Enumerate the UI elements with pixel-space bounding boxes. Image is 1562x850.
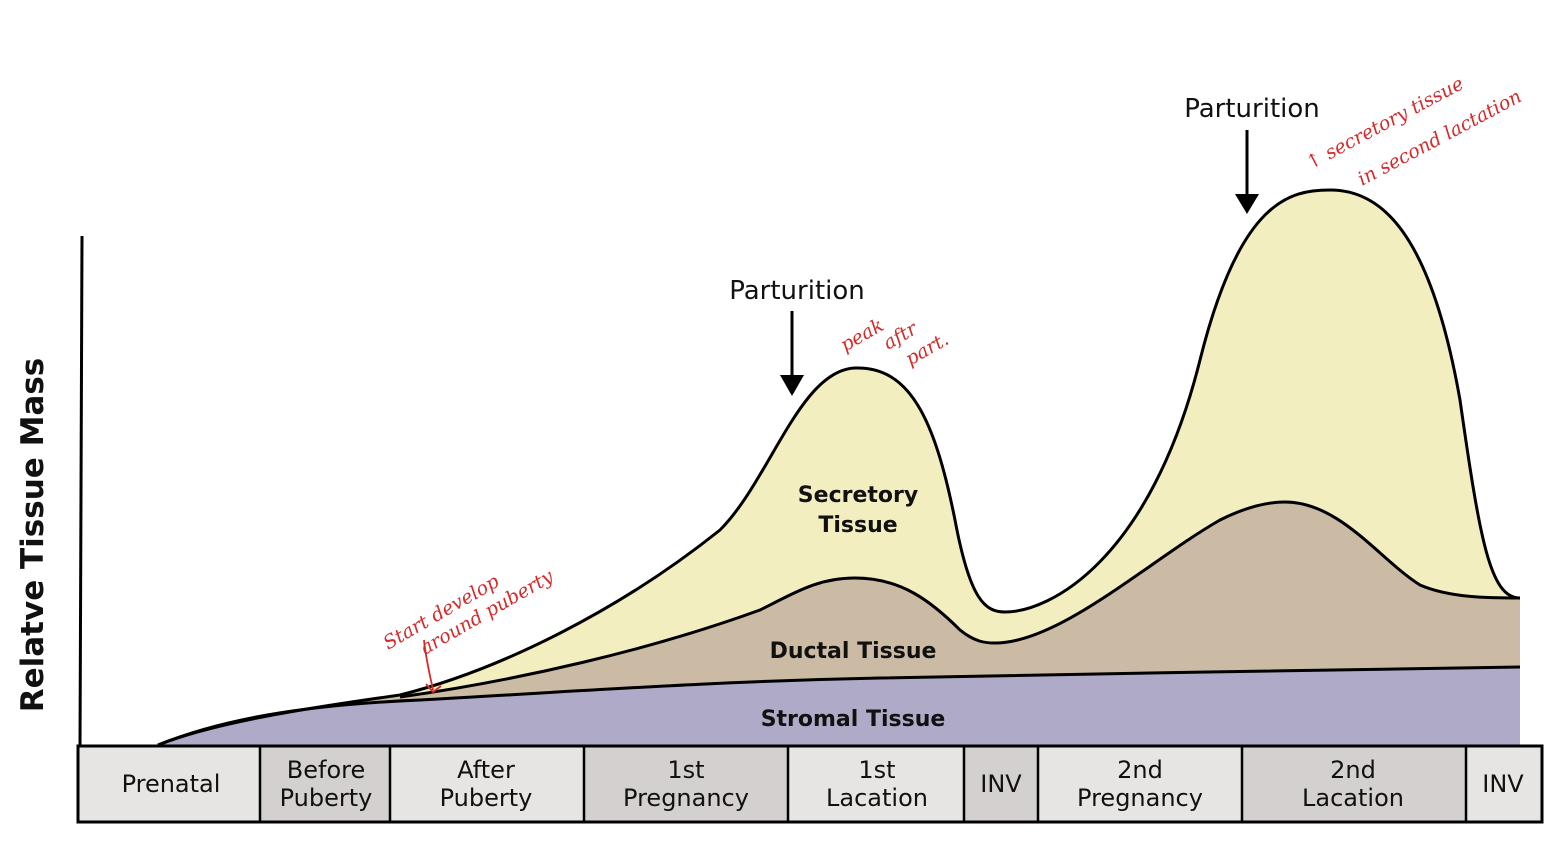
annotation-peak: peak aftr part.	[837, 314, 953, 370]
secretory-label-line2: Tissue	[818, 513, 897, 538]
stage-label: Pregnancy	[623, 784, 749, 812]
stage-before-puberty	[260, 746, 390, 822]
secretory-outline	[157, 188, 1521, 747]
stromal-outline	[157, 665, 1521, 747]
stage-inv-1	[964, 746, 1038, 822]
stage-label: 2nd	[1117, 756, 1163, 784]
stage-label: Puberty	[280, 784, 373, 812]
stage-label: Lacation	[826, 784, 928, 812]
stage-label: INV	[1482, 770, 1524, 798]
stage-label: Puberty	[440, 784, 533, 812]
stage-1st-pregnancy	[584, 746, 788, 822]
stromal-label: Stromal Tissue	[761, 707, 946, 732]
down-arrow-icon	[1235, 130, 1259, 214]
stage-label: INV	[980, 770, 1022, 798]
stage-label: Prenatal	[122, 770, 221, 798]
annotation-second-lactation: ↑ secretory tissue in second lactation	[1302, 73, 1525, 191]
stage-label: Lacation	[1302, 784, 1404, 812]
down-arrow-icon	[780, 311, 804, 396]
annotation-arrow-icon	[423, 639, 442, 694]
stage-label: Before	[287, 756, 365, 784]
parturition-label-1: Parturition	[729, 276, 865, 306]
parturition-label-2: Parturition	[1184, 94, 1320, 124]
stage-label: Pregnancy	[1077, 784, 1203, 812]
ductal-outline	[399, 500, 1521, 699]
stage-bar: Prenatal Before Puberty After Puberty 1s…	[76, 744, 1544, 824]
stage-2nd-lactation	[1242, 746, 1466, 822]
stage-label: 2nd	[1330, 756, 1376, 784]
stage-label: After	[457, 756, 515, 784]
stage-label: 1st	[667, 756, 704, 784]
stromal-tissue-area	[158, 667, 1520, 745]
y-axis-line	[78, 235, 84, 749]
secretory-label-line1: Secretory	[798, 483, 918, 508]
stage-label: 1st	[858, 756, 895, 784]
ductal-label: Ductal Tissue	[770, 639, 937, 664]
y-axis-label: Relatve Tissue Mass	[15, 358, 51, 713]
